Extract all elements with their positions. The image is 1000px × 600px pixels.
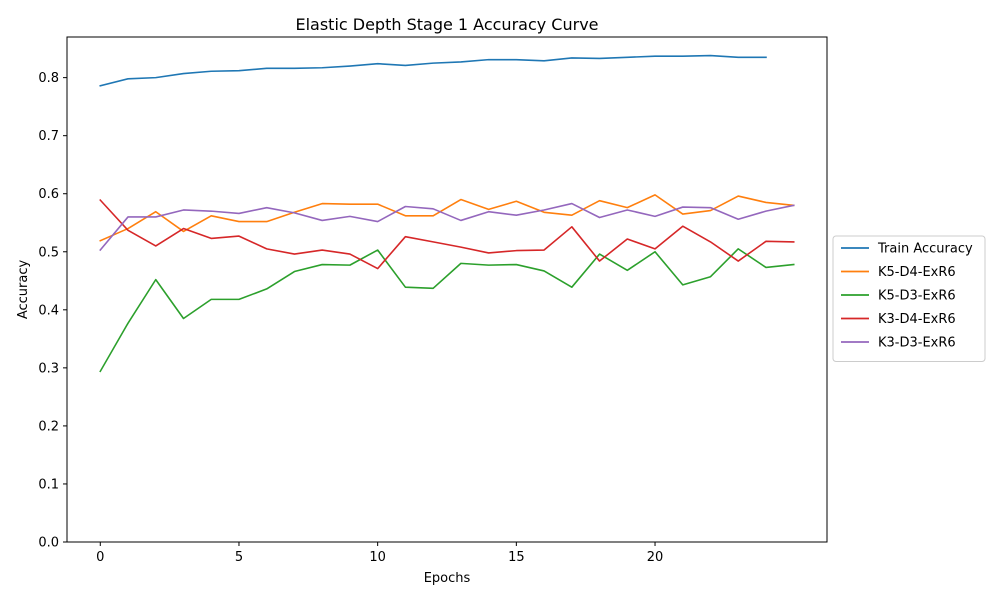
plot-frame <box>66 36 828 543</box>
series-line-k3-d3-exr6 <box>99 202 795 252</box>
y-tick-label: 0.8 <box>38 71 59 86</box>
legend-label: K3-D4-ExR6 <box>878 312 956 327</box>
plot-area <box>66 36 828 543</box>
x-tick-label: 10 <box>369 550 386 565</box>
legend-box <box>832 235 986 362</box>
x-axis: 0 5 10 15 20 <box>96 542 663 565</box>
y-tick-label: 0.1 <box>38 477 59 492</box>
legend: Train Accuracy K5-D4-ExR6 K5-D3-ExR6 K3-D4-… <box>832 235 986 362</box>
x-axis-label: Epochs <box>424 571 471 586</box>
y-tick-label: 0.5 <box>38 245 59 260</box>
series-line-k5-d4-exr6 <box>99 194 795 242</box>
legend-label: Train Accuracy <box>877 242 973 257</box>
y-axis-label: Accuracy <box>16 260 31 320</box>
x-tick-label: 0 <box>96 550 104 565</box>
x-tick-label: 15 <box>508 550 525 565</box>
y-axis: 0.0 0.1 0.2 0.3 0.4 0.5 0.6 0.7 0.8 <box>38 71 67 551</box>
series-line-k3-d4-exr6 <box>99 198 795 270</box>
y-tick-label: 0.0 <box>38 536 59 551</box>
series-line-k5-d3-exr6 <box>99 248 795 373</box>
legend-label: K3-D3-ExR6 <box>878 336 956 351</box>
legend-label: K5-D3-ExR6 <box>878 289 956 304</box>
y-tick-label: 0.2 <box>38 419 59 434</box>
x-tick-label: 20 <box>647 550 664 565</box>
chart-title: Elastic Depth Stage 1 Accuracy Curve <box>295 15 598 34</box>
x-tick-label: 5 <box>235 550 243 565</box>
y-tick-label: 0.6 <box>38 187 59 202</box>
y-tick-label: 0.3 <box>38 361 59 376</box>
legend-label: K5-D4-ExR6 <box>878 265 956 280</box>
series-line-train-accuracy <box>99 54 767 87</box>
y-tick-label: 0.4 <box>38 303 59 318</box>
y-tick-label: 0.7 <box>38 129 59 144</box>
